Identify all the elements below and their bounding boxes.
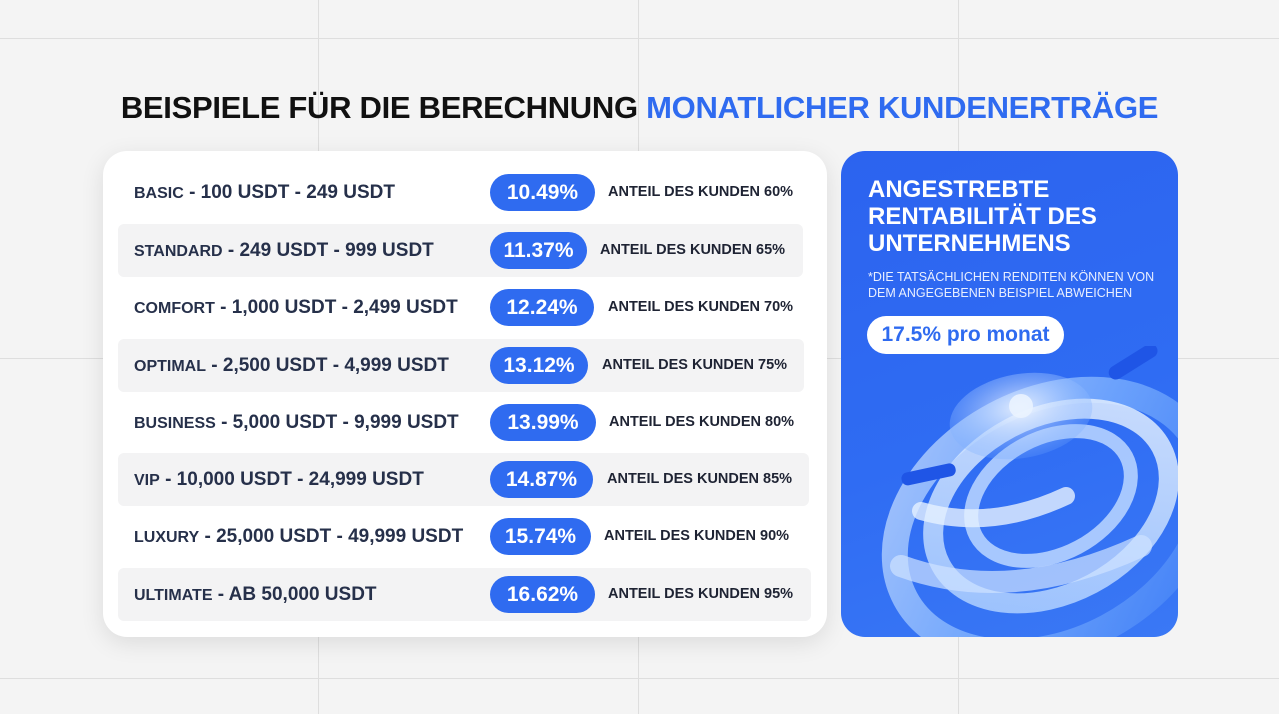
rate-badge: 12.24% xyxy=(490,289,594,326)
tier-label: OPTIMAL - 2,500 USDT - 4,999 USDT xyxy=(134,339,449,392)
tier-range: - 10,000 USDT - 24,999 USDT xyxy=(165,469,424,490)
tier-row-vip: VIP - 10,000 USDT - 24,999 USDT 14.87% A… xyxy=(118,453,809,506)
tier-row-standard: STANDARD - 249 USDT - 999 USDT 11.37% AN… xyxy=(118,224,803,277)
tier-row-ultimate: ULTIMATE - AB 50,000 USDT 16.62% ANTEIL … xyxy=(118,568,811,621)
client-share: ANTEIL DES KUNDEN 80% xyxy=(609,414,795,430)
client-share: ANTEIL DES KUNDEN 85% xyxy=(607,471,793,487)
tier-row-basic: BASIC - 100 USDT - 249 USDT 10.49% ANTEI… xyxy=(118,166,808,219)
tier-label: ULTIMATE - AB 50,000 USDT xyxy=(134,568,377,621)
tier-name: BUSINESS xyxy=(134,415,216,432)
client-share: ANTEIL DES KUNDEN 95% xyxy=(608,586,794,602)
tier-label: COMFORT - 1,000 USDT - 2,499 USDT xyxy=(134,281,458,334)
title-accent: MONATLICHER KUNDENERTRÄGE xyxy=(646,90,1159,125)
rate-badge: 16.62% xyxy=(490,576,595,613)
target-rate-badge: 17.5% pro monat xyxy=(867,316,1064,354)
client-share: ANTEIL DES KUNDEN 65% xyxy=(600,242,786,258)
tier-label: BASIC - 100 USDT - 249 USDT xyxy=(134,166,395,219)
tier-name: OPTIMAL xyxy=(134,358,206,375)
tier-name: ULTIMATE xyxy=(134,587,213,604)
tier-range: - 249 USDT - 999 USDT xyxy=(227,240,434,261)
rate-badge: 13.12% xyxy=(490,347,588,384)
tier-row-comfort: COMFORT - 1,000 USDT - 2,499 USDT 12.24%… xyxy=(118,281,808,334)
tier-range: - 5,000 USDT - 9,999 USDT xyxy=(221,412,459,433)
title-main: BEISPIELE FÜR DIE BERECHNUNG xyxy=(120,90,638,125)
grid-line xyxy=(0,678,1279,679)
abstract-3d-rings-graphic xyxy=(881,346,1178,637)
client-share: ANTEIL DES KUNDEN 70% xyxy=(608,299,794,315)
tier-range: - AB 50,000 USDT xyxy=(217,584,377,605)
page-title: BEISPIELE FÜR DIE BERECHNUNG MONATLICHER… xyxy=(0,90,1279,126)
rate-badge: 11.37% xyxy=(490,232,587,269)
client-share: ANTEIL DES KUNDEN 60% xyxy=(608,184,794,200)
tier-range: - 100 USDT - 249 USDT xyxy=(189,182,395,203)
tier-name: BASIC xyxy=(134,185,184,202)
tier-range: - 2,500 USDT - 4,999 USDT xyxy=(211,355,449,376)
rate-badge: 15.74% xyxy=(490,518,591,555)
tier-row-optimal: OPTIMAL - 2,500 USDT - 4,999 USDT 13.12%… xyxy=(118,339,804,392)
rate-badge: 14.87% xyxy=(490,461,593,498)
tier-name: COMFORT xyxy=(134,300,215,317)
target-profitability-card: ANGESTREBTE RENTABILITÄT DES UNTERNEHMEN… xyxy=(841,151,1178,637)
tier-name: STANDARD xyxy=(134,243,223,260)
tier-label: LUXURY - 25,000 USDT - 49,999 USDT xyxy=(134,510,463,563)
tier-row-business: BUSINESS - 5,000 USDT - 9,999 USDT 13.99… xyxy=(118,396,808,449)
client-share: ANTEIL DES KUNDEN 90% xyxy=(604,528,790,544)
grid-line xyxy=(0,38,1279,39)
rate-badge: 10.49% xyxy=(490,174,595,211)
tier-table: BASIC - 100 USDT - 249 USDT 10.49% ANTEI… xyxy=(103,151,827,637)
disclaimer-note: *DIE TATSÄCHLICHEN RENDITEN KÖNNEN VON D… xyxy=(868,270,1155,300)
tier-name: LUXURY xyxy=(134,529,200,546)
tier-label: BUSINESS - 5,000 USDT - 9,999 USDT xyxy=(134,396,459,449)
tier-range: - 25,000 USDT - 49,999 USDT xyxy=(204,526,464,547)
tier-label: VIP - 10,000 USDT - 24,999 USDT xyxy=(134,453,424,506)
tier-range: - 1,000 USDT - 2,499 USDT xyxy=(220,297,458,318)
target-card-title: ANGESTREBTE RENTABILITÄT DES UNTERNEHMEN… xyxy=(868,176,1097,257)
tier-name: VIP xyxy=(134,472,160,489)
tier-row-luxury: LUXURY - 25,000 USDT - 49,999 USDT 15.74… xyxy=(118,510,808,563)
rate-badge: 13.99% xyxy=(490,404,596,441)
tier-label: STANDARD - 249 USDT - 999 USDT xyxy=(134,224,434,277)
client-share: ANTEIL DES KUNDEN 75% xyxy=(602,357,788,373)
